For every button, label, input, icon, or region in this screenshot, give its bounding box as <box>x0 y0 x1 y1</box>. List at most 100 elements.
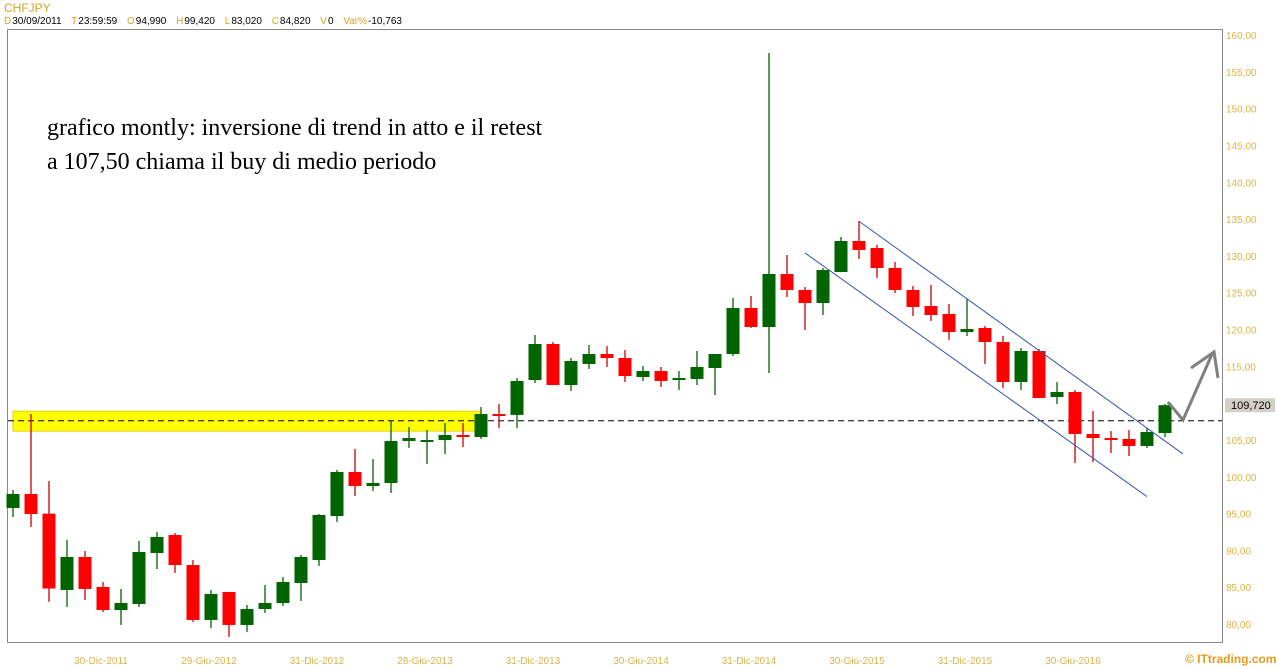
field-key: O <box>126 16 135 27</box>
candle-body <box>1032 350 1046 398</box>
candle-body <box>438 435 452 441</box>
x-tick-label: 30-Giu-2014 <box>613 656 669 667</box>
candle-body <box>564 361 578 386</box>
candle-body <box>240 608 254 625</box>
candle-body <box>6 493 20 508</box>
candle-body <box>510 380 524 415</box>
y-tick-label: 145,00 <box>1226 141 1257 152</box>
candle-body <box>1086 433 1100 439</box>
candle-body <box>654 371 668 381</box>
candle-body <box>222 591 236 625</box>
channel-lower-line <box>804 252 1148 498</box>
candle-body <box>852 241 866 250</box>
field-time: 23:59:59 <box>78 16 118 27</box>
field-volume: 0 <box>327 16 334 27</box>
candle-body <box>456 435 470 438</box>
y-tick-label: 135,00 <box>1226 215 1257 226</box>
candle-body <box>978 328 992 343</box>
candle-body <box>1158 405 1172 434</box>
candle-body <box>798 289 812 303</box>
field-high: 99,420 <box>184 16 215 27</box>
candle-body <box>474 414 488 437</box>
y-tick-label: 125,00 <box>1226 289 1257 300</box>
field-date: 30/09/2011 <box>12 16 62 27</box>
y-tick-label: 105,00 <box>1226 436 1257 447</box>
candle-body <box>708 354 722 369</box>
candle-body <box>618 357 632 377</box>
candle-body <box>402 438 416 441</box>
y-tick-label: 140,00 <box>1226 178 1257 189</box>
field-key: C <box>271 16 279 27</box>
last-price-box <box>1225 398 1275 413</box>
field-open: 94,990 <box>135 16 167 27</box>
candle-body <box>96 586 110 611</box>
candle-body <box>888 268 902 290</box>
x-tick-label: 30-Dic-2011 <box>74 656 128 667</box>
candle-body <box>924 306 938 315</box>
candle-body <box>258 603 272 609</box>
y-tick-label: 130,00 <box>1226 252 1257 263</box>
candle-body <box>1050 392 1064 398</box>
y-tick-label: 85,00 <box>1226 583 1251 594</box>
candle-body <box>366 483 380 487</box>
candle-body <box>492 414 506 417</box>
candle-body <box>744 308 758 327</box>
candle-body <box>114 603 128 611</box>
field-close: 84,820 <box>279 16 311 27</box>
bullish-arrow-annotation <box>1166 351 1215 423</box>
candle-body <box>780 273 794 290</box>
candle-body <box>960 328 974 333</box>
candle-body <box>384 440 398 484</box>
arrow-head <box>1190 349 1220 379</box>
x-tick-label: 30-Giu-2016 <box>1045 656 1101 667</box>
field-key: D <box>4 16 12 27</box>
candle-body <box>726 308 740 355</box>
candle-body <box>996 342 1010 382</box>
field-key: V <box>320 16 327 27</box>
field-key: L <box>224 16 231 27</box>
copyright-watermark: © ITtrading.com <box>1185 652 1277 666</box>
candle-body <box>204 593 218 620</box>
candle-body <box>150 536 164 554</box>
candle-body <box>690 366 704 379</box>
candle-body <box>870 247 884 269</box>
candle-body <box>420 440 434 443</box>
candle-body <box>186 565 200 620</box>
candle-body <box>42 513 56 589</box>
candle-body <box>546 344 560 386</box>
candle-body <box>906 289 920 307</box>
candle-body <box>348 471 362 487</box>
y-tick-label: 155,00 <box>1226 68 1257 79</box>
x-tick-label: 28-Giu-2013 <box>397 656 453 667</box>
candle-body <box>24 493 38 515</box>
x-tick-label: 30-Giu-2015 <box>829 656 885 667</box>
candle-body <box>330 471 344 516</box>
y-tick-label: 100,00 <box>1226 473 1257 484</box>
annotation-line-1: grafico montly: inversione di trend in a… <box>47 115 543 141</box>
candle-body <box>834 241 848 272</box>
candle-body <box>78 557 92 589</box>
y-tick-label: 115,00 <box>1226 362 1256 373</box>
y-tick-label: 150,00 <box>1226 105 1257 116</box>
annotation-line-2: a 107,50 chiama il buy di medio periodo <box>47 149 436 175</box>
candle-body <box>168 534 182 566</box>
last-price-label: 109,720 <box>1231 400 1271 412</box>
ohlc-info-bar: D30/09/2011 T23:59:59 O94,990 H99,420 L8… <box>4 16 409 27</box>
candle-body <box>1014 350 1028 382</box>
x-tick-label: 31-Dic-2014 <box>722 656 777 667</box>
candle-body <box>60 557 74 590</box>
field-var-pct: -10,763 <box>368 16 402 27</box>
candle-body <box>312 514 326 561</box>
x-tick-label: 31-Dic-2015 <box>938 656 993 667</box>
field-key: Var% <box>343 16 368 27</box>
field-key: H <box>176 16 184 27</box>
candle-body <box>762 273 776 327</box>
candle-body <box>1140 431 1154 446</box>
y-tick-label: 160,00 <box>1226 31 1257 42</box>
candle-body <box>1104 438 1118 441</box>
plot-frame <box>7 29 1223 643</box>
candle-body <box>816 270 830 303</box>
candle-body <box>636 371 650 377</box>
y-tick-label: 95,00 <box>1226 510 1251 521</box>
